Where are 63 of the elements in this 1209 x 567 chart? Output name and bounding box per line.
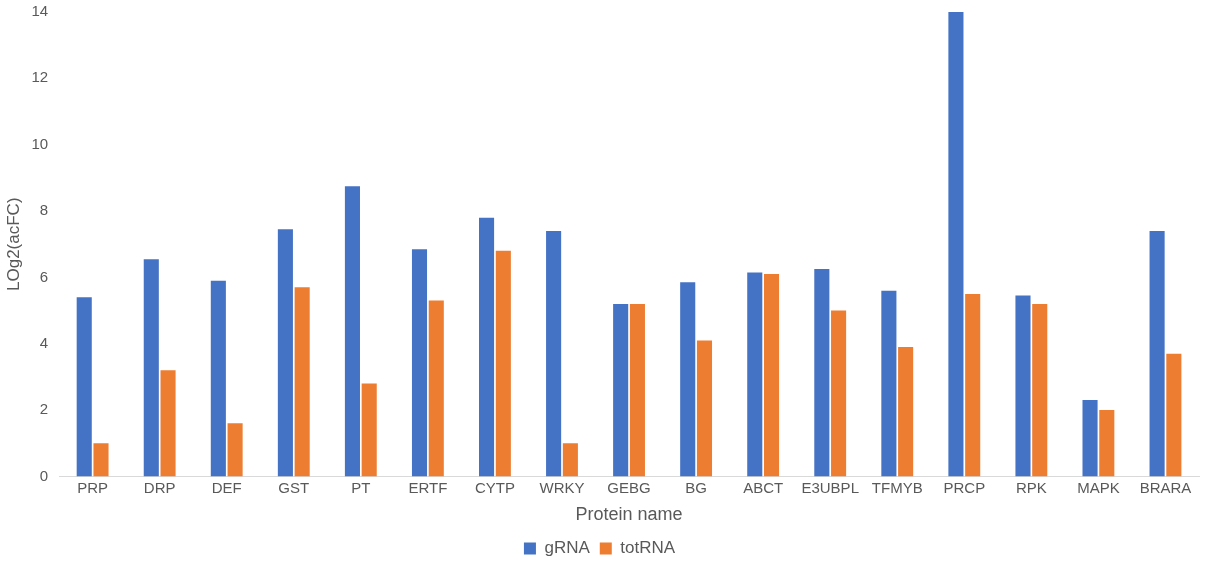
bar xyxy=(93,443,109,477)
x-tick-label: ABCT xyxy=(743,478,784,496)
bar xyxy=(294,287,310,477)
bar xyxy=(965,293,981,477)
y-tick-label: 0 xyxy=(39,466,49,484)
bar xyxy=(1082,400,1098,477)
bar xyxy=(1015,295,1031,477)
bar xyxy=(1149,230,1165,477)
bar xyxy=(277,229,293,477)
y-tick-label: 2 xyxy=(39,400,49,418)
bar xyxy=(747,272,763,477)
legend-label: gRNA xyxy=(544,538,591,558)
bar xyxy=(160,370,176,477)
bar xyxy=(143,259,159,477)
x-tick-label: RPK xyxy=(1015,478,1047,496)
bar xyxy=(881,290,897,477)
legend-label: totRNA xyxy=(620,538,676,558)
x-tick-label: PT xyxy=(351,478,371,496)
x-tick-label: BRARA xyxy=(1139,478,1192,496)
bar xyxy=(696,340,713,477)
y-tick-label: 8 xyxy=(39,201,49,219)
bar xyxy=(76,297,92,477)
x-tick-label: DEF xyxy=(211,478,242,496)
bar xyxy=(1166,353,1182,477)
bar xyxy=(814,269,830,477)
x-tick-label: GST xyxy=(278,478,310,496)
x-tick-label: DRP xyxy=(143,478,176,496)
x-tick-label: TFMYB xyxy=(871,478,923,496)
bar xyxy=(411,249,428,477)
bar xyxy=(479,217,495,477)
bar xyxy=(546,230,562,477)
bar xyxy=(948,12,964,477)
bar xyxy=(495,250,511,477)
y-tick-label: 4 xyxy=(39,333,49,351)
y-tick-label: 12 xyxy=(31,68,49,86)
x-tick-label: GEBG xyxy=(607,478,651,496)
x-axis-title: Protein name xyxy=(575,504,683,525)
y-axis-title: LOg2(acFC) xyxy=(3,197,23,291)
x-tick-label: PRP xyxy=(77,478,109,496)
bar xyxy=(763,274,780,477)
bar xyxy=(831,310,847,477)
y-tick-label: 6 xyxy=(39,267,49,285)
bar xyxy=(562,443,578,477)
bar xyxy=(680,282,696,477)
y-tick-label: 10 xyxy=(31,134,49,152)
bar xyxy=(227,423,243,477)
bar xyxy=(210,280,226,477)
bar xyxy=(428,300,444,477)
x-tick-label: E3UBPL xyxy=(801,478,859,496)
bar xyxy=(1099,410,1115,477)
x-tick-label: BG xyxy=(685,478,707,496)
bar xyxy=(629,303,645,477)
bar xyxy=(613,303,629,477)
x-tick-label: ERTF xyxy=(408,478,448,496)
bar xyxy=(361,383,377,477)
y-tick-label: 14 xyxy=(31,2,49,20)
bar xyxy=(344,186,360,477)
x-tick-label: WRKY xyxy=(539,478,585,496)
x-tick-label: MAPK xyxy=(1077,478,1120,496)
x-tick-label: CYTP xyxy=(474,478,515,496)
bar xyxy=(1032,303,1048,477)
x-tick-label: PRCP xyxy=(943,478,986,496)
bar xyxy=(898,347,914,477)
